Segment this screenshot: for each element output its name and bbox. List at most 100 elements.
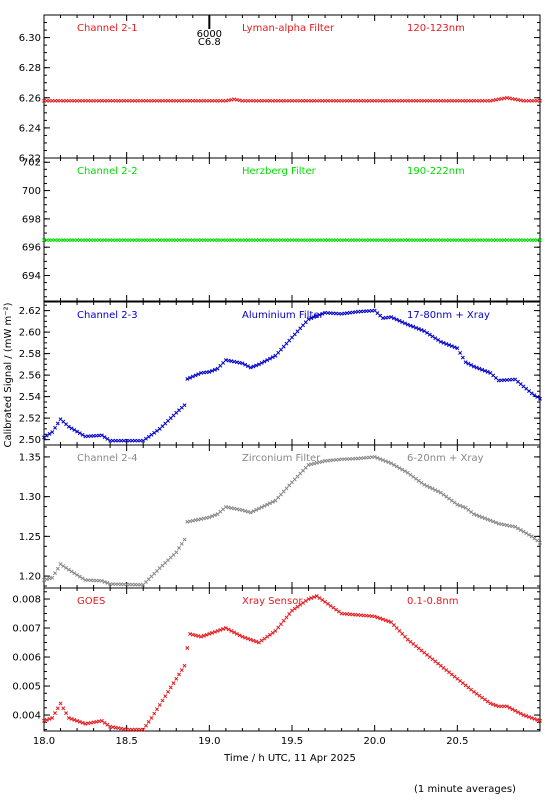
y-tick-label: 0.007	[12, 624, 41, 635]
data-point	[72, 571, 77, 576]
data-point	[168, 685, 173, 690]
data-point	[240, 361, 245, 366]
data-point	[160, 563, 165, 568]
data-point	[259, 505, 264, 510]
data-point	[177, 546, 181, 550]
data-point	[99, 578, 104, 583]
data-point	[507, 523, 512, 528]
x-tick-label: 18.5	[116, 736, 138, 747]
data-point	[480, 695, 485, 700]
data-point	[400, 320, 405, 325]
data-point	[441, 340, 446, 345]
y-tick-label: 6.24	[19, 123, 41, 134]
data-point	[262, 359, 267, 364]
data-point	[480, 367, 485, 372]
y-tick-label: 6.30	[19, 33, 41, 44]
data-point	[416, 478, 421, 483]
y-tick-label: 2.54	[19, 392, 41, 403]
data-point	[88, 720, 93, 725]
data-point	[279, 492, 283, 497]
data-point	[256, 506, 261, 511]
y-tick-label: 702	[22, 158, 41, 169]
panel-band-label: 0.1-0.8nm	[407, 596, 459, 607]
y-tick-label: 2.62	[19, 306, 41, 317]
data-point	[507, 96, 512, 101]
data-point	[166, 558, 170, 563]
data-point	[403, 321, 407, 326]
data-point	[400, 467, 405, 472]
data-point	[44, 577, 49, 582]
data-point	[196, 372, 201, 377]
data-point	[223, 98, 228, 103]
data-point	[245, 509, 250, 514]
data-point	[212, 513, 217, 518]
data-point	[226, 98, 231, 103]
y-tick-label: 700	[22, 186, 41, 197]
data-point	[229, 506, 234, 510]
data-point	[309, 462, 314, 467]
data-point	[331, 605, 336, 610]
event-marker-count: 6000	[197, 29, 222, 40]
data-point	[188, 519, 192, 524]
data-point	[312, 461, 316, 466]
x-axis-title: Time / h UTC, 11 Apr 2025	[223, 753, 356, 764]
panel-frame	[43, 301, 541, 446]
data-point	[207, 631, 212, 636]
data-point	[99, 433, 104, 438]
data-point	[160, 424, 165, 429]
data-point	[403, 469, 407, 474]
data-point	[502, 96, 507, 101]
data-point	[243, 635, 248, 640]
panels-layer: 6.22 6.24 6.26 6.28 6.30 Channel 2-1 Lyman-alp…	[12, 14, 542, 747]
data-point	[185, 646, 190, 650]
data-point	[77, 431, 82, 436]
series-points	[42, 308, 542, 443]
data-point	[474, 513, 479, 518]
data-point	[463, 360, 468, 365]
data-point	[226, 627, 231, 632]
data-point	[433, 488, 438, 492]
data-point	[504, 704, 509, 709]
data-point	[64, 565, 68, 570]
data-point	[405, 470, 410, 475]
panel-filter-label: Lyman-alpha Filter	[242, 23, 335, 34]
panel-channel-label: Channel 2-4	[77, 453, 138, 464]
data-point	[482, 697, 487, 702]
data-point	[295, 329, 300, 334]
data-point	[47, 431, 52, 436]
data-point	[477, 366, 482, 371]
panel-frame	[43, 14, 541, 159]
data-point	[287, 483, 292, 488]
data-point	[383, 459, 388, 464]
data-point	[86, 721, 91, 726]
data-point	[50, 430, 55, 435]
data-point	[155, 428, 159, 433]
data-point	[460, 504, 465, 509]
data-point	[119, 726, 124, 731]
data-point	[386, 619, 391, 624]
data-point	[306, 317, 311, 322]
data-point	[378, 457, 383, 461]
data-point	[496, 521, 501, 526]
data-point	[53, 425, 57, 430]
panel-channel-label: Channel 2-3	[77, 310, 138, 321]
data-point	[416, 326, 421, 331]
x-tick-label: 20.5	[446, 736, 468, 747]
data-point	[245, 364, 250, 369]
data-point	[392, 623, 396, 628]
data-point	[433, 336, 438, 341]
data-point	[240, 634, 245, 639]
data-point	[441, 492, 446, 497]
data-point	[447, 343, 452, 347]
data-point	[314, 314, 319, 318]
y-tick-label: 2.52	[19, 414, 41, 425]
data-point	[488, 98, 493, 103]
data-point	[516, 526, 520, 531]
data-point	[320, 459, 325, 464]
data-point	[55, 566, 60, 571]
data-point	[449, 344, 454, 349]
data-point	[221, 627, 226, 631]
data-point	[55, 706, 60, 711]
data-point	[182, 403, 187, 408]
data-point	[77, 574, 82, 579]
